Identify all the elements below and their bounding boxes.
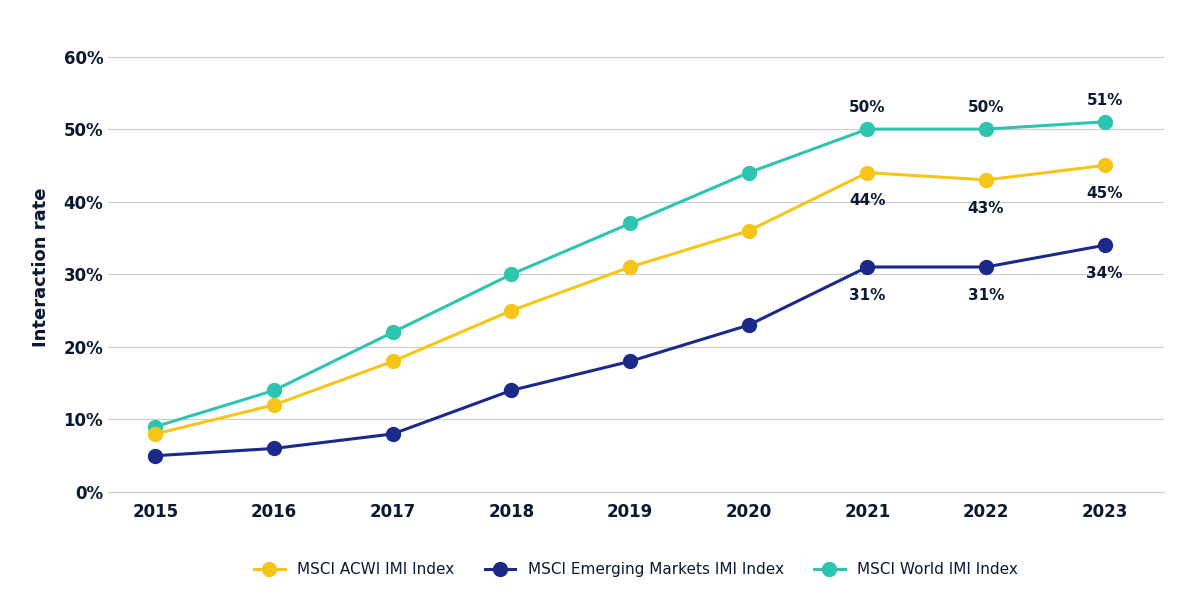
MSCI ACWI IMI Index bbox=[979, 176, 994, 184]
Line: MSCI World IMI Index: MSCI World IMI Index bbox=[149, 115, 1111, 434]
MSCI Emerging Markets IMI Index bbox=[742, 322, 756, 329]
MSCI Emerging Markets IMI Index bbox=[1098, 242, 1112, 249]
MSCI World IMI Index bbox=[149, 423, 163, 430]
MSCI World IMI Index bbox=[979, 125, 994, 133]
Y-axis label: Interaction rate: Interaction rate bbox=[31, 187, 49, 347]
Line: MSCI ACWI IMI Index: MSCI ACWI IMI Index bbox=[149, 158, 1111, 441]
MSCI World IMI Index bbox=[623, 220, 637, 227]
MSCI World IMI Index bbox=[1098, 118, 1112, 125]
MSCI Emerging Markets IMI Index bbox=[385, 430, 400, 437]
MSCI World IMI Index bbox=[504, 271, 518, 278]
MSCI ACWI IMI Index bbox=[1098, 162, 1112, 169]
MSCI ACWI IMI Index bbox=[385, 358, 400, 365]
MSCI ACWI IMI Index bbox=[504, 307, 518, 314]
Text: 51%: 51% bbox=[1086, 93, 1123, 108]
MSCI ACWI IMI Index bbox=[266, 401, 281, 409]
Legend: MSCI ACWI IMI Index, MSCI Emerging Markets IMI Index, MSCI World IMI Index: MSCI ACWI IMI Index, MSCI Emerging Marke… bbox=[248, 556, 1024, 583]
Text: 50%: 50% bbox=[850, 100, 886, 115]
MSCI Emerging Markets IMI Index bbox=[860, 263, 875, 271]
Text: 44%: 44% bbox=[850, 193, 886, 208]
Text: 34%: 34% bbox=[1086, 266, 1123, 281]
Text: 43%: 43% bbox=[967, 201, 1004, 216]
Text: 31%: 31% bbox=[850, 288, 886, 303]
MSCI World IMI Index bbox=[266, 387, 281, 394]
Line: MSCI Emerging Markets IMI Index: MSCI Emerging Markets IMI Index bbox=[149, 238, 1111, 463]
MSCI ACWI IMI Index bbox=[149, 430, 163, 437]
Text: 45%: 45% bbox=[1086, 186, 1123, 201]
MSCI Emerging Markets IMI Index bbox=[979, 263, 994, 271]
MSCI World IMI Index bbox=[742, 169, 756, 176]
MSCI World IMI Index bbox=[385, 329, 400, 336]
Text: 50%: 50% bbox=[967, 100, 1004, 115]
MSCI ACWI IMI Index bbox=[623, 263, 637, 271]
MSCI Emerging Markets IMI Index bbox=[623, 358, 637, 365]
MSCI World IMI Index bbox=[860, 125, 875, 133]
MSCI ACWI IMI Index bbox=[742, 227, 756, 235]
MSCI Emerging Markets IMI Index bbox=[149, 452, 163, 460]
Text: 31%: 31% bbox=[968, 288, 1004, 303]
MSCI Emerging Markets IMI Index bbox=[266, 445, 281, 452]
MSCI Emerging Markets IMI Index bbox=[504, 387, 518, 394]
MSCI ACWI IMI Index bbox=[860, 169, 875, 176]
